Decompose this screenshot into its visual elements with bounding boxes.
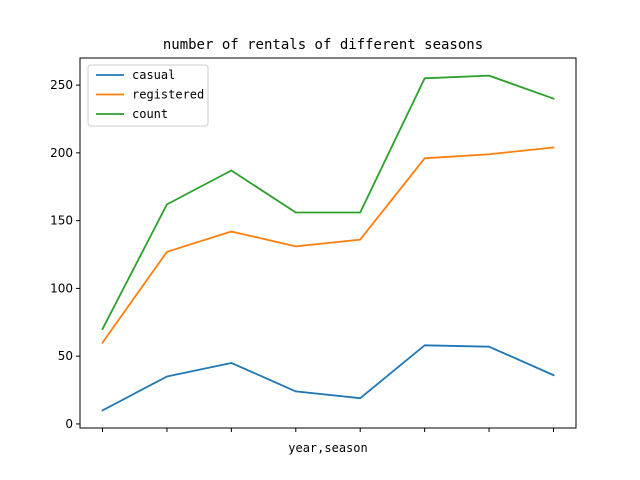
chart-title: number of rentals of different seasons (163, 37, 483, 53)
x-axis-label: year,season (288, 441, 367, 455)
legend: casual registered count (87, 64, 209, 127)
y-tick-label-250: 250 (50, 78, 73, 92)
legend-label-count: count (132, 107, 168, 121)
plot-frame (79, 57, 577, 429)
y-tick-label-100: 100 (50, 281, 73, 295)
series-line-count (101, 74, 555, 331)
y-tick-label-0: 0 (65, 417, 73, 431)
legend-box (87, 64, 209, 127)
y-tick-label-50: 50 (58, 349, 73, 363)
x-axis (102, 428, 554, 432)
y-tick-label-150: 150 (50, 214, 73, 228)
legend-label-registered: registered (132, 88, 204, 102)
legend-label-casual: casual (132, 68, 175, 82)
y-tick-label-200: 200 (50, 146, 73, 160)
series-line-casual (101, 344, 555, 412)
series-line-registered (101, 146, 555, 344)
series-layer (101, 74, 555, 412)
y-axis: 0 50 100 150 200 250 (50, 78, 80, 431)
